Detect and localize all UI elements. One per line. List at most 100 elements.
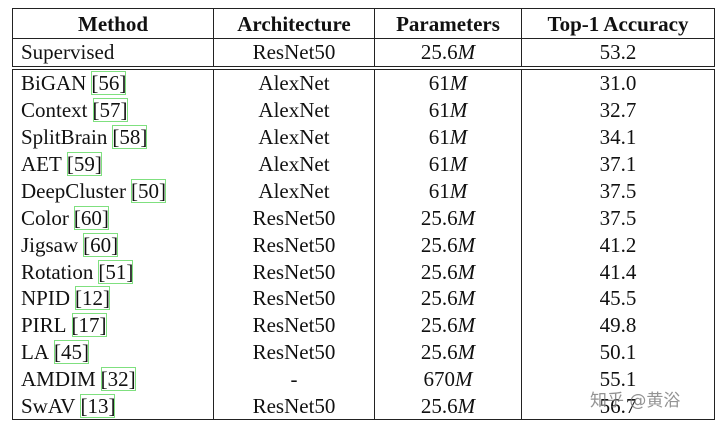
- accuracy-cell: 32.7: [521, 96, 715, 124]
- parameters-cell: 25.6M: [374, 38, 522, 70]
- citation: [50]: [130, 178, 166, 203]
- architecture-cell: ResNet50: [213, 258, 375, 286]
- watermark: 知乎 @黄浴: [590, 391, 681, 411]
- method-cell: LA [45]: [12, 338, 214, 366]
- citation: [56]: [91, 71, 127, 96]
- table-row: NPID [12] ResNet50 25.6M 45.5: [12, 285, 715, 312]
- method-cell: BiGAN [56]: [12, 67, 214, 97]
- param-value: 61: [428, 178, 450, 203]
- accuracy-cell: 41.2: [521, 231, 715, 259]
- parameters-cell: 670M: [374, 365, 522, 393]
- parameters-cell: 25.6M: [374, 258, 522, 286]
- parameters-cell: 25.6M: [374, 285, 522, 312]
- table-row: LA [45] ResNet50 25.6M 50.1: [12, 338, 715, 366]
- table-row: Jigsaw [60] ResNet50 25.6M 41.2: [12, 231, 715, 259]
- param-value: 25.6: [420, 286, 458, 311]
- parameters-cell: 61M: [374, 150, 522, 178]
- param-value: 25.6: [420, 394, 458, 419]
- citation: [13]: [80, 394, 116, 419]
- param-unit: M: [455, 367, 473, 392]
- parameters-cell: 61M: [374, 67, 522, 97]
- param-unit: M: [457, 340, 476, 365]
- citation: [51]: [98, 259, 134, 284]
- method-name: LA: [21, 340, 49, 365]
- table-row: Supervised ResNet50 25.6M 53.2: [12, 38, 715, 70]
- param-unit: M: [449, 98, 468, 123]
- header-cell: Top-1 Accuracy: [521, 8, 715, 39]
- method-name: Supervised: [21, 40, 115, 65]
- param-unit: M: [457, 394, 476, 419]
- method-cell: AMDIM [32]: [12, 365, 214, 393]
- param-unit: M: [457, 259, 476, 284]
- citation: [58]: [112, 125, 148, 150]
- citation: [60]: [83, 232, 119, 257]
- accuracy-cell: 56.7: [521, 392, 715, 421]
- citation: [17]: [71, 313, 107, 338]
- accuracy-cell: 34.1: [521, 123, 715, 151]
- architecture-cell: AlexNet: [213, 150, 375, 178]
- method-cell: PIRL [17]: [12, 311, 214, 339]
- table-body: Supervised ResNet50 25.6M 53.2 BiGAN [56] Alex…: [12, 38, 715, 421]
- param-unit: M: [457, 205, 476, 230]
- parameters-cell: 25.6M: [374, 392, 522, 421]
- param-value: 670: [423, 367, 456, 392]
- method-name: Rotation: [21, 259, 94, 284]
- header-cell: Method: [12, 8, 214, 39]
- accuracy-cell: 49.8: [521, 311, 715, 339]
- architecture-cell: ResNet50: [213, 204, 375, 232]
- accuracy-cell: 45.5: [521, 285, 715, 312]
- method-cell: Context [57]: [12, 96, 214, 124]
- table-row: AET [59] AlexNet 61M 37.1: [12, 150, 715, 178]
- parameters-cell: 25.6M: [374, 338, 522, 366]
- header-cell: Parameters: [374, 8, 522, 39]
- table-row: Rotation [51] ResNet50 25.6M 41.4: [12, 258, 715, 286]
- method-name: SwAV: [21, 394, 76, 419]
- architecture-cell: ResNet50: [213, 285, 375, 312]
- method-name: Color: [21, 205, 69, 230]
- param-unit: M: [449, 125, 468, 150]
- table-row: SwAV [13] ResNet50 25.6M 56.7: [12, 392, 715, 421]
- param-unit: M: [449, 152, 468, 176]
- param-unit: M: [457, 40, 476, 65]
- architecture-cell: ResNet50: [213, 392, 375, 421]
- param-value: 61: [428, 71, 450, 96]
- parameters-cell: 61M: [374, 123, 522, 151]
- architecture-cell: AlexNet: [213, 67, 375, 97]
- method-cell: Rotation [51]: [12, 258, 214, 286]
- method-cell: Color [60]: [12, 204, 214, 232]
- architecture-cell: ResNet50: [213, 311, 375, 339]
- citation: [60]: [73, 205, 109, 230]
- architecture-cell: AlexNet: [213, 123, 375, 151]
- table-row: Color [60] ResNet50 25.6M 37.5: [12, 204, 715, 232]
- method-cell: NPID [12]: [12, 285, 214, 312]
- method-name: Jigsaw: [21, 232, 79, 257]
- table-row: SplitBrain [58] AlexNet 61M 34.1: [12, 123, 715, 151]
- table-row: AMDIM [32] -670M 55.1: [12, 365, 715, 393]
- header-cell: Architecture: [213, 8, 375, 39]
- method-name: Context: [21, 98, 88, 123]
- param-value: 61: [428, 98, 450, 123]
- accuracy-cell: 37.5: [521, 204, 715, 232]
- method-cell: SplitBrain [58]: [12, 123, 214, 151]
- citation: [12]: [75, 286, 111, 311]
- method-name: SplitBrain: [21, 125, 108, 150]
- method-name: NPID: [21, 286, 71, 311]
- method-cell: Supervised: [12, 38, 214, 70]
- citation: [45]: [54, 340, 89, 365]
- accuracy-cell: 37.5: [521, 177, 715, 205]
- method-cell: Jigsaw [60]: [12, 231, 214, 259]
- method-cell: AET [59]: [12, 150, 214, 178]
- method-name: PIRL: [21, 313, 67, 338]
- architecture-cell: AlexNet: [213, 96, 375, 124]
- param-value: 25.6: [420, 259, 458, 284]
- param-value: 25.6: [420, 313, 458, 338]
- method-cell: DeepCluster [50]: [12, 177, 214, 205]
- method-name: DeepCluster: [21, 178, 126, 203]
- results-table: Method Architecture Parameters Top-1 Accura…: [12, 8, 715, 421]
- architecture-cell: ResNet50: [213, 38, 375, 70]
- parameters-cell: 61M: [374, 177, 522, 205]
- param-unit: M: [457, 286, 476, 311]
- parameters-cell: 25.6M: [374, 204, 522, 232]
- architecture-cell: AlexNet: [213, 177, 375, 205]
